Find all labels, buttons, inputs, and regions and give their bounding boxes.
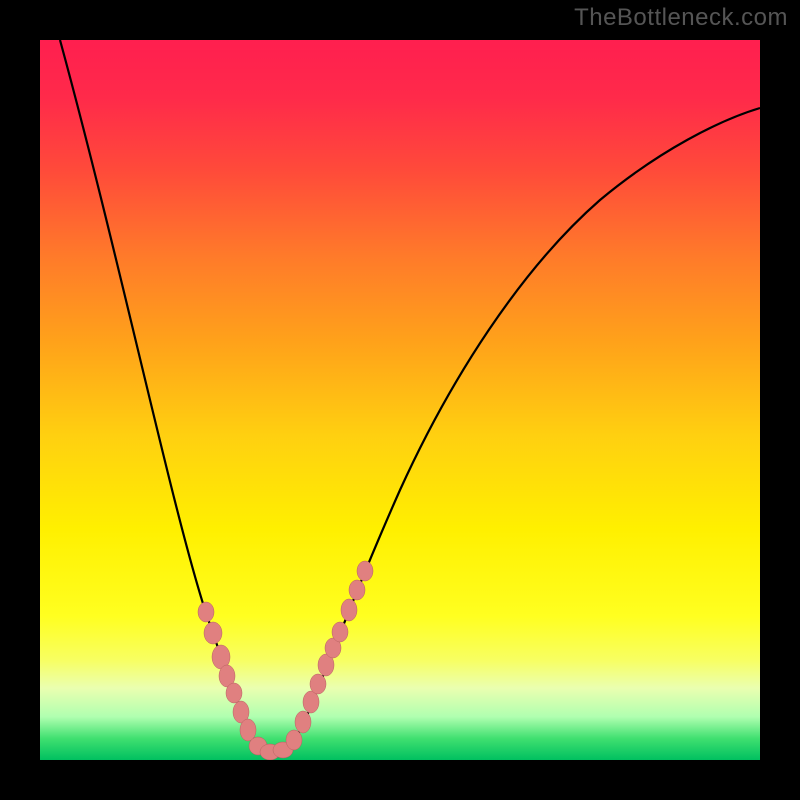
curve-marker: [226, 683, 242, 703]
curve-marker: [204, 622, 222, 644]
curve-marker: [349, 580, 365, 600]
curve-marker: [240, 719, 256, 741]
curve-marker: [332, 622, 348, 642]
curve-marker: [303, 691, 319, 713]
chart-svg: [0, 0, 800, 800]
curve-marker: [310, 674, 326, 694]
curve-marker: [341, 599, 357, 621]
watermark-text: TheBottleneck.com: [574, 4, 788, 32]
curve-marker: [357, 561, 373, 581]
curve-marker: [286, 730, 302, 750]
chart-container: TheBottleneck.com: [0, 0, 800, 800]
curve-marker: [198, 602, 214, 622]
curve-marker: [295, 711, 311, 733]
gradient-background: [40, 40, 760, 760]
plot-area: [40, 40, 760, 760]
